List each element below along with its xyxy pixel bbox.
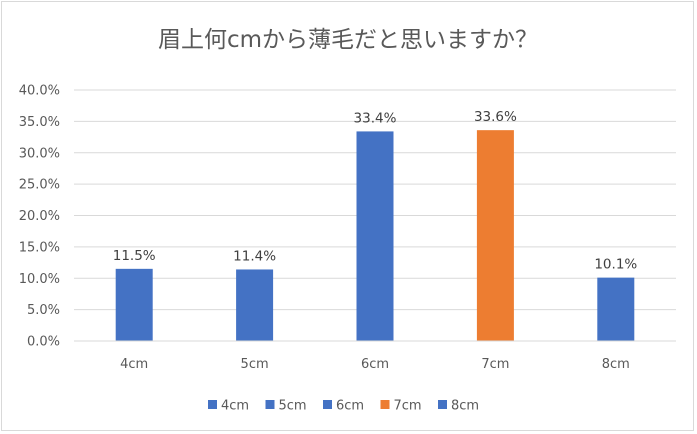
y-axis-tick-labels: 0.0% 5.0% 10.0% 15.0% 20.0% 25.0% 30.0% 35.0% 40… [19, 84, 60, 350]
y-tick-label: 20.0% [19, 209, 60, 224]
bar-7cm [476, 130, 514, 341]
data-label-4cm: 11.5% [113, 248, 156, 264]
legend-swatch [208, 400, 217, 409]
y-tick-label: 40.0% [19, 84, 60, 99]
data-label-6cm: 33.4% [354, 110, 397, 126]
y-tick-label: 10.0% [19, 272, 60, 287]
legend-item-6cm: 6cm [323, 399, 364, 414]
legend-label: 8cm [451, 399, 479, 414]
bars [115, 130, 635, 341]
bar-8cm [597, 277, 635, 341]
data-labels: 11.5% 11.4% 33.4% 33.6% 10.1% [113, 109, 638, 272]
bar-6cm [356, 131, 394, 341]
legend-item-7cm: 7cm [380, 399, 422, 414]
legend-label: 4cm [221, 399, 249, 414]
chart-title: 眉上何cmから薄毛だと思いますか？ [158, 27, 538, 53]
x-tick-label: 8cm [602, 357, 630, 372]
data-label-5cm: 11.4% [233, 248, 276, 264]
x-tick-label: 4cm [120, 357, 148, 372]
x-axis-tick-labels: 4cm 5cm 6cm 7cm 8cm [120, 357, 630, 372]
y-tick-label: 15.0% [19, 240, 60, 255]
x-tick-label: 7cm [481, 357, 509, 372]
data-label-7cm: 33.6% [474, 109, 517, 125]
data-label-8cm: 10.1% [594, 257, 637, 273]
x-tick-label: 6cm [361, 357, 389, 372]
legend: 4cm 5cm 6cm 7cm 8cm [208, 399, 479, 414]
bar-5cm [236, 269, 274, 341]
legend-swatch [265, 400, 275, 409]
legend-label: 5cm [279, 399, 307, 414]
legend-swatch [438, 400, 447, 409]
legend-label: 7cm [394, 399, 422, 414]
bar-4cm [115, 268, 153, 341]
legend-swatch [323, 400, 332, 409]
y-tick-label: 30.0% [19, 146, 60, 161]
y-tick-label: 5.0% [27, 303, 60, 318]
legend-label: 6cm [336, 399, 364, 414]
legend-item-8cm: 8cm [438, 399, 479, 414]
legend-item-5cm: 5cm [265, 399, 307, 414]
y-tick-label: 0.0% [27, 335, 60, 350]
legend-item-4cm: 4cm [208, 399, 249, 414]
x-tick-label: 5cm [241, 357, 269, 372]
y-tick-label: 25.0% [19, 178, 60, 193]
y-tick-label: 35.0% [19, 115, 60, 130]
legend-swatch [380, 400, 390, 409]
